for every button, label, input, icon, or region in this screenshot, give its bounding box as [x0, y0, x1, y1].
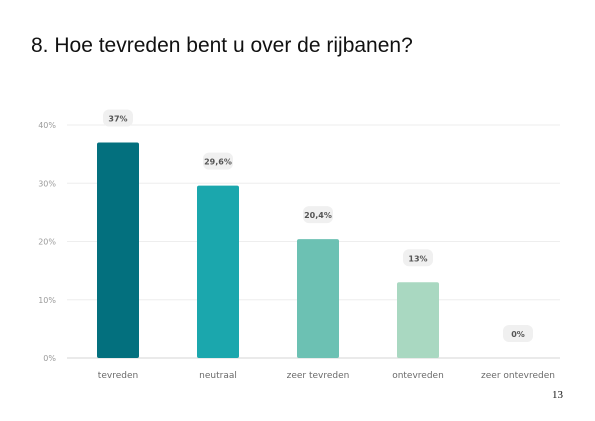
x-category-label: ontevreden: [392, 371, 444, 381]
y-tick-label: 0%: [43, 354, 56, 363]
y-tick-label: 40%: [38, 121, 56, 130]
value-labels: 37% 29,6% 20,4% 13% 0%: [103, 109, 533, 342]
bar: [97, 142, 139, 358]
x-axis-labels: tevreden neutraal zeer tevreden ontevreden z…: [98, 371, 555, 381]
y-tick-label: 30%: [38, 179, 56, 188]
chart-bars: [97, 142, 439, 358]
value-label: 13%: [408, 254, 427, 263]
x-category-label: neutraal: [199, 371, 237, 381]
value-label: 0%: [511, 330, 525, 339]
page-number: 13: [552, 389, 563, 401]
x-category-label: zeer tevreden: [287, 371, 350, 381]
value-label-pill: [403, 249, 433, 267]
value-label-pill: [203, 152, 233, 170]
x-category-label: tevreden: [98, 371, 138, 381]
value-label: 20,4%: [304, 211, 332, 220]
value-label-pill: [303, 206, 333, 224]
value-label-pill: [103, 109, 133, 127]
value-label: 37%: [108, 114, 127, 123]
bar: [197, 185, 239, 358]
slide-title: 8. Hoe tevreden bent u over de rijbanen?: [31, 34, 413, 57]
bar: [397, 282, 439, 358]
y-tick-label: 20%: [38, 238, 56, 247]
value-label-pill: [503, 325, 533, 342]
y-tick-label: 10%: [38, 296, 56, 305]
bar: [297, 239, 339, 358]
value-label: 29,6%: [204, 158, 232, 167]
y-axis-ticks: 0% 10% 20% 30% 40%: [38, 121, 56, 363]
x-category-label: zeer ontevreden: [481, 371, 555, 381]
